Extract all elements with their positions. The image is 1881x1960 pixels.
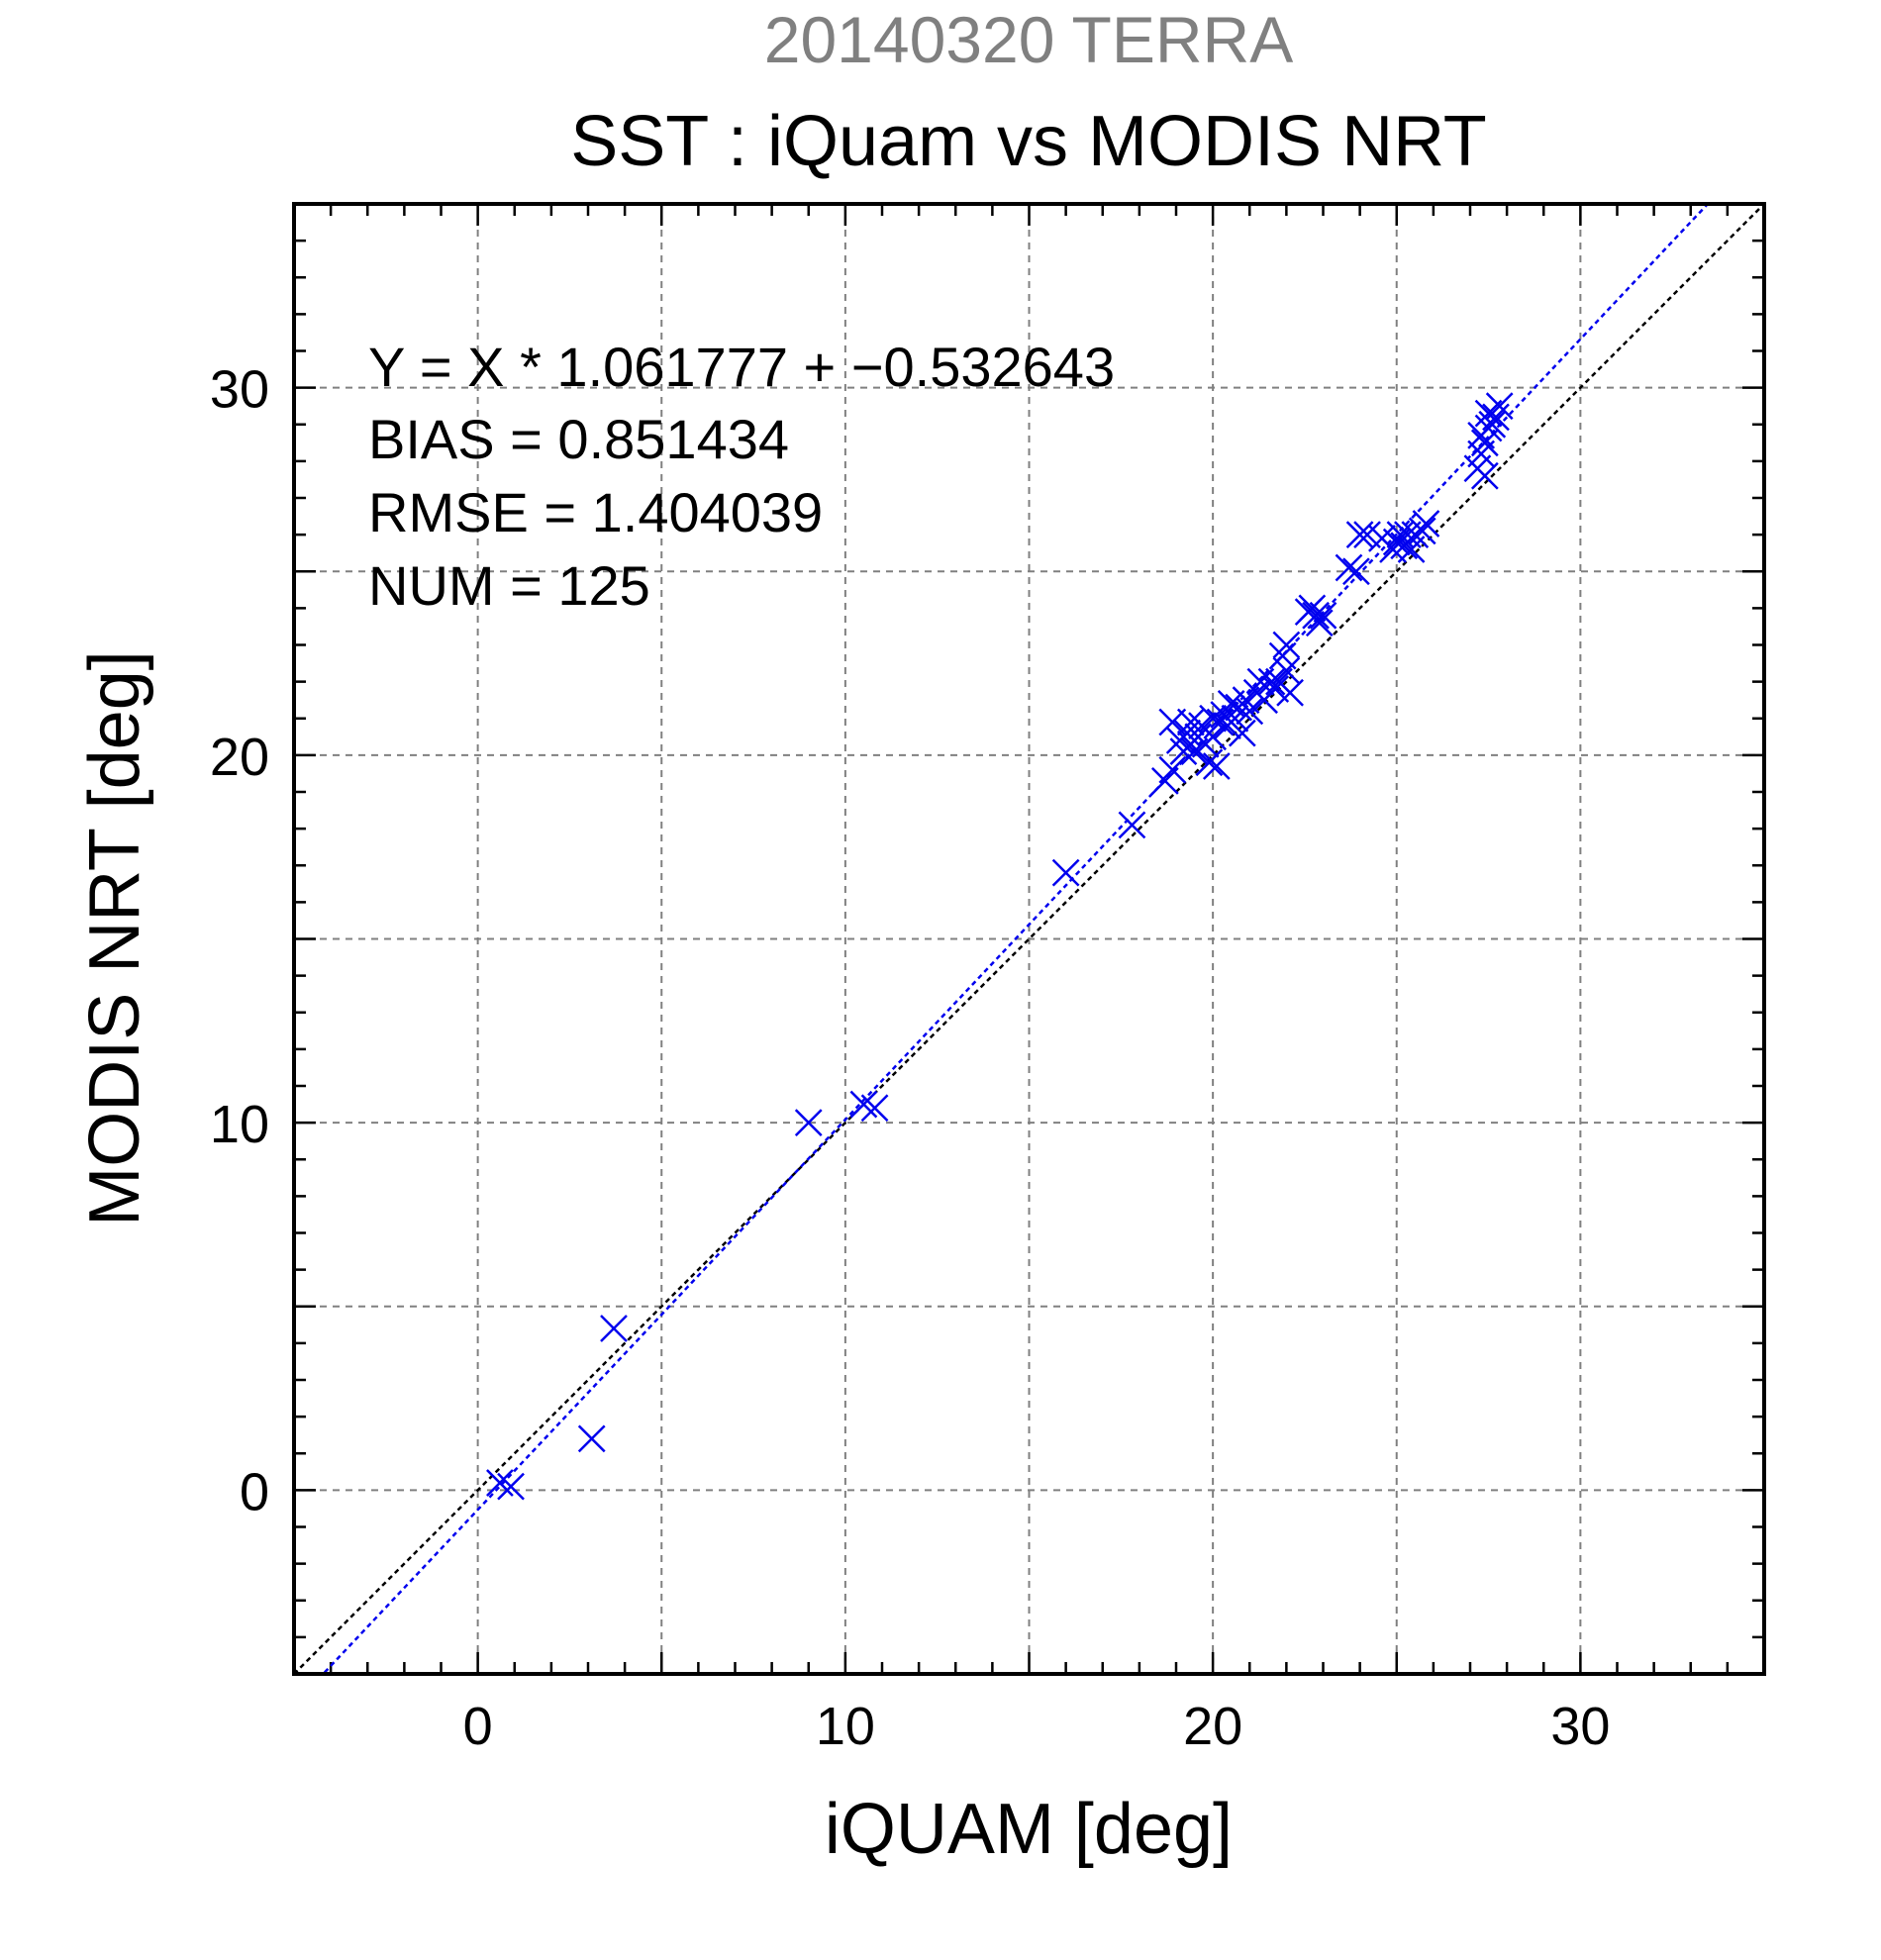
data-point	[1335, 553, 1363, 582]
data-point	[1173, 719, 1202, 747]
regression-equation: Y = X * 1.061777 + −0.532643	[368, 336, 1115, 398]
data-point	[1051, 858, 1080, 887]
data-point	[1408, 517, 1436, 545]
chart-title: 20140320 TERRA	[764, 3, 1293, 76]
data-point	[577, 1424, 606, 1453]
y-tick-label: 20	[210, 728, 269, 787]
data-point	[600, 1315, 628, 1342]
x-tick-label: 20	[1183, 1697, 1242, 1756]
data-point	[794, 1109, 823, 1137]
y-axis-label: MODIS NRT [deg]	[75, 650, 154, 1226]
y-tick-label: 10	[210, 1095, 269, 1154]
data-point	[1158, 755, 1187, 784]
data-point	[1228, 719, 1256, 747]
tick-labels: 0 10 20 30 0 10 20 30	[210, 360, 1610, 1756]
data-point	[1412, 510, 1440, 538]
x-tick-label: 0	[463, 1697, 493, 1756]
data-point	[497, 1472, 525, 1501]
data-point	[1199, 704, 1228, 733]
identity-line	[294, 204, 1764, 1674]
plot-frame	[292, 202, 1766, 1676]
y-tick-label: 30	[210, 360, 269, 420]
data-point	[1202, 752, 1231, 780]
data-point	[1478, 410, 1507, 439]
data-point	[1302, 601, 1330, 630]
data-point	[1305, 609, 1334, 637]
data-point	[1195, 748, 1224, 777]
data-point	[486, 1469, 514, 1497]
count-value: NUM = 125	[368, 554, 650, 617]
data-point	[1482, 403, 1510, 432]
data-point	[1485, 392, 1514, 421]
data-point	[1236, 697, 1264, 726]
data-point	[1342, 557, 1370, 586]
data-point	[860, 1094, 889, 1123]
data-point	[1257, 667, 1286, 696]
x-tick-label: 10	[816, 1697, 875, 1756]
stats-annotation: Y = X * 1.061777 + −0.532643 BIAS = 0.85…	[368, 336, 1115, 617]
x-tick-label: 30	[1550, 1697, 1610, 1756]
data-point	[849, 1090, 878, 1119]
data-point	[1309, 601, 1337, 630]
data-point	[1118, 811, 1146, 839]
x-axis-label: iQUAM [deg]	[825, 1790, 1233, 1869]
data-point	[1276, 678, 1304, 707]
y-tick-label: 0	[240, 1462, 269, 1521]
data-point	[1272, 631, 1301, 659]
regression-line	[321, 204, 1710, 1674]
bias-value: BIAS = 0.851434	[368, 408, 789, 470]
data-point	[1470, 461, 1499, 490]
data-points	[486, 392, 1514, 1501]
data-point	[1221, 704, 1249, 733]
rmse-value: RMSE = 1.404039	[368, 481, 823, 543]
chart-subtitle: SST : iQuam vs MODIS NRT	[570, 102, 1487, 181]
grid-lines	[294, 204, 1764, 1674]
